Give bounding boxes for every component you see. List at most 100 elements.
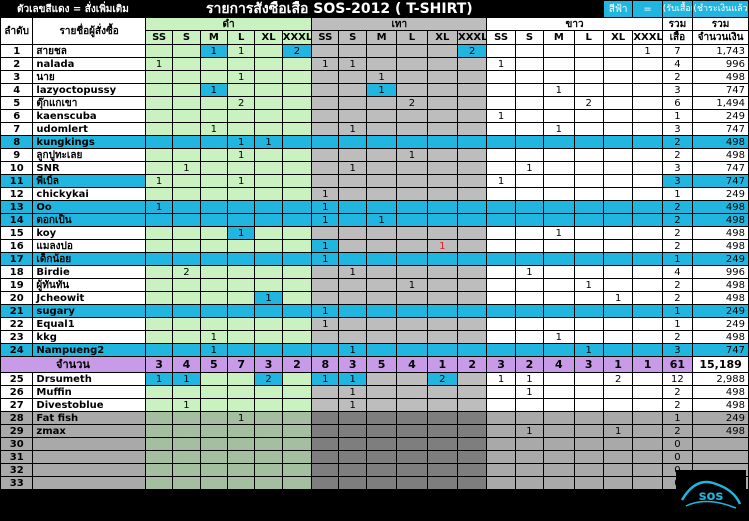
qty-cell [573,424,604,438]
qty-cell [254,463,283,477]
row-total-money: 996 [692,57,749,71]
row-total-shirts: 2 [661,70,694,84]
row-total-shirts: 3 [661,343,694,357]
order-row: 31 0 [0,450,749,464]
qty-cell: 1 [486,174,516,188]
qty-cell [486,122,516,136]
row-total-shirts: 3 [661,122,694,136]
qty-cell [514,278,545,292]
qty-cell [486,187,516,201]
row-total-shirts: 1 [661,252,694,266]
row-total-money: 2,988 [692,372,749,386]
qty-cell [172,122,201,136]
qty-cell [543,70,575,84]
qty-cell [396,200,428,214]
qty-cell [632,476,663,490]
summary-count: 3 [573,356,604,373]
summary-total-shirts: 61 [661,356,694,373]
col-name-header: รายชื่อผู้สั่งซื้อ [32,17,146,45]
qty-cell [543,411,575,425]
qty-cell [573,385,604,399]
qty-cell [602,450,634,464]
qty-cell [514,122,545,136]
customer-name: นาย [32,70,146,84]
qty-cell [457,109,488,123]
qty-cell [338,304,367,318]
qty-cell [227,161,256,175]
qty-cell [365,278,398,292]
qty-cell [632,304,663,318]
qty-cell [281,57,313,71]
customer-name: ผู้ทันทัน [32,278,146,292]
qty-cell [573,450,604,464]
row-number: 13 [0,200,34,214]
qty-cell [281,174,313,188]
col-no-header: ลำดับ [0,17,34,45]
qty-cell [338,226,367,240]
qty-cell [573,70,604,84]
qty-cell [457,304,488,318]
size-header-white-1: S [514,30,545,45]
qty-cell [573,135,604,149]
qty-cell [396,265,428,279]
qty-cell [281,187,313,201]
qty-cell [573,161,604,175]
qty-cell [365,135,398,149]
qty-cell [311,411,340,425]
qty-cell [254,330,283,344]
qty-cell [514,437,545,451]
qty-cell [199,109,229,123]
qty-cell: 2 [426,372,459,386]
qty-cell: 1 [199,122,229,136]
qty-cell [573,200,604,214]
customer-name: Drsumeth [32,372,146,386]
qty-cell [365,122,398,136]
qty-cell [144,213,174,227]
qty-cell [254,226,283,240]
qty-cell [281,161,313,175]
qty-cell [632,450,663,464]
qty-cell [543,398,575,412]
qty-cell: 1 [486,109,516,123]
qty-cell [281,330,313,344]
customer-name [32,463,146,477]
row-number: 27 [0,398,34,412]
size-header-white-0: SS [486,30,516,45]
qty-cell: 1 [338,372,367,386]
qty-cell [281,411,313,425]
customer-name: สายชล [32,44,146,58]
size-header-black-0: SS [144,30,174,45]
qty-cell [365,476,398,490]
qty-cell [396,450,428,464]
qty-cell [632,57,663,71]
qty-cell [311,278,340,292]
qty-cell: 1 [311,213,340,227]
row-number: 12 [0,187,34,201]
qty-cell [457,463,488,477]
qty-cell [457,239,488,253]
qty-cell [514,109,545,123]
qty-cell: 1 [514,424,545,438]
qty-cell [281,226,313,240]
qty-cell: 1 [602,291,634,305]
qty-cell [338,70,367,84]
qty-cell [602,83,634,97]
row-number: 15 [0,226,34,240]
customer-name: chickykai [32,187,146,201]
qty-cell [426,148,459,162]
qty-cell [426,450,459,464]
qty-cell: 1 [543,83,575,97]
qty-cell [254,96,283,110]
qty-cell [632,385,663,399]
qty-cell [281,200,313,214]
qty-cell [514,239,545,253]
qty-cell [543,437,575,451]
qty-cell: 1 [396,278,428,292]
qty-cell: 1 [543,226,575,240]
qty-cell [338,252,367,266]
qty-cell [632,291,663,305]
qty-cell [632,239,663,253]
qty-cell: 1 [311,187,340,201]
qty-cell [172,317,201,331]
qty-cell [457,398,488,412]
